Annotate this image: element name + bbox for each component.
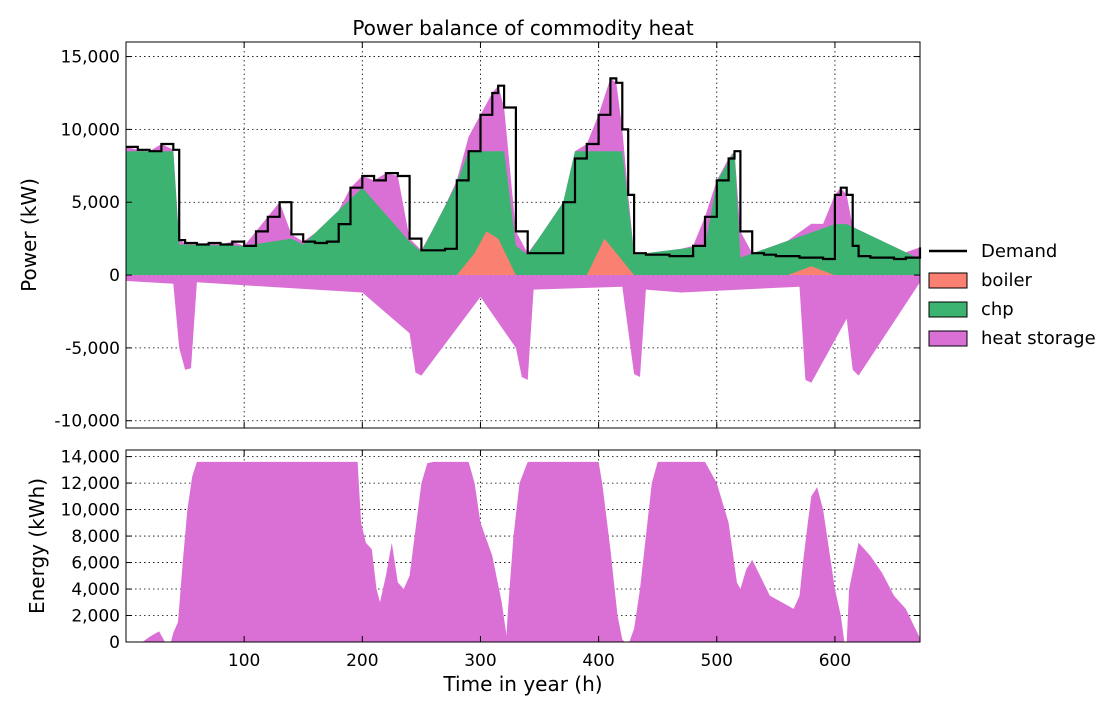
power-chart-title: Power balance of commodity heat	[352, 16, 694, 40]
energy-chart-y-axis-label: Energy (kWh)	[25, 478, 49, 614]
energy-chart-y-tick-label: 0	[109, 633, 120, 653]
energy-chart-x-tick-label: 500	[701, 651, 733, 671]
legend-label-heat-storage: heat storage	[981, 328, 1096, 349]
energy-chart-x-tick-label: 400	[582, 651, 614, 671]
energy-chart-y-tick-label: 2,000	[71, 607, 120, 627]
power-chart-y-tick-label: 5,000	[71, 193, 120, 213]
energy-chart-y-tick-label: 8,000	[71, 527, 120, 547]
power-chart-frame	[125, 41, 921, 429]
power-chart-y-tick-label: -5,000	[65, 339, 120, 359]
series-heat-storage-energy	[126, 461, 920, 642]
energy-chart-x-tick-label: 200	[346, 651, 378, 671]
legend-label-boiler: boiler	[981, 270, 1033, 291]
series-heat-storage-charge	[126, 275, 920, 383]
energy-chart-y-tick-label: 14,000	[61, 448, 120, 468]
energy-chart-y-tick-label: 12,000	[61, 474, 120, 494]
legend-label-chp: chp	[981, 299, 1014, 320]
power-chart-y-tick-label: 0	[109, 266, 120, 286]
power-chart-legend: Demand boiler chp heat storage	[928, 241, 1096, 349]
power-chart-plot-area: -10,000 -5,000 0 5,000 10,000 15,000	[54, 41, 922, 432]
series-demand	[126, 77, 922, 261]
energy-chart-frame	[125, 449, 921, 643]
power-chart-y-axis-label: Power (kW)	[17, 178, 41, 292]
energy-chart-y-tick-label: 10,000	[61, 501, 120, 521]
power-chart-y-tick-label: 15,000	[61, 48, 120, 68]
legend-swatch-chp	[928, 301, 968, 318]
energy-chart-x-tick-label: 100	[228, 651, 260, 671]
energy-chart-x-axis-label: Time in year (h)	[442, 672, 602, 696]
power-chart-y-tick-label: 10,000	[61, 120, 120, 140]
legend-label-demand: Demand	[981, 241, 1057, 262]
energy-chart-plot-area: 100 200 300 400 500 600 0 2,000 4,000 6,000 8,000 1…	[61, 448, 921, 671]
series-chp	[126, 151, 920, 276]
legend-swatch-boiler	[928, 272, 968, 289]
energy-chart-x-tick-label: 300	[464, 651, 496, 671]
energy-chart-y-tick-label: 6,000	[71, 554, 120, 574]
power-chart-y-tick-label: -10,000	[54, 412, 120, 432]
energy-chart-x-tick-label: 600	[819, 651, 851, 671]
energy-chart-y-tick-label: 4,000	[71, 580, 120, 600]
legend-swatch-heat-storage	[928, 330, 968, 347]
